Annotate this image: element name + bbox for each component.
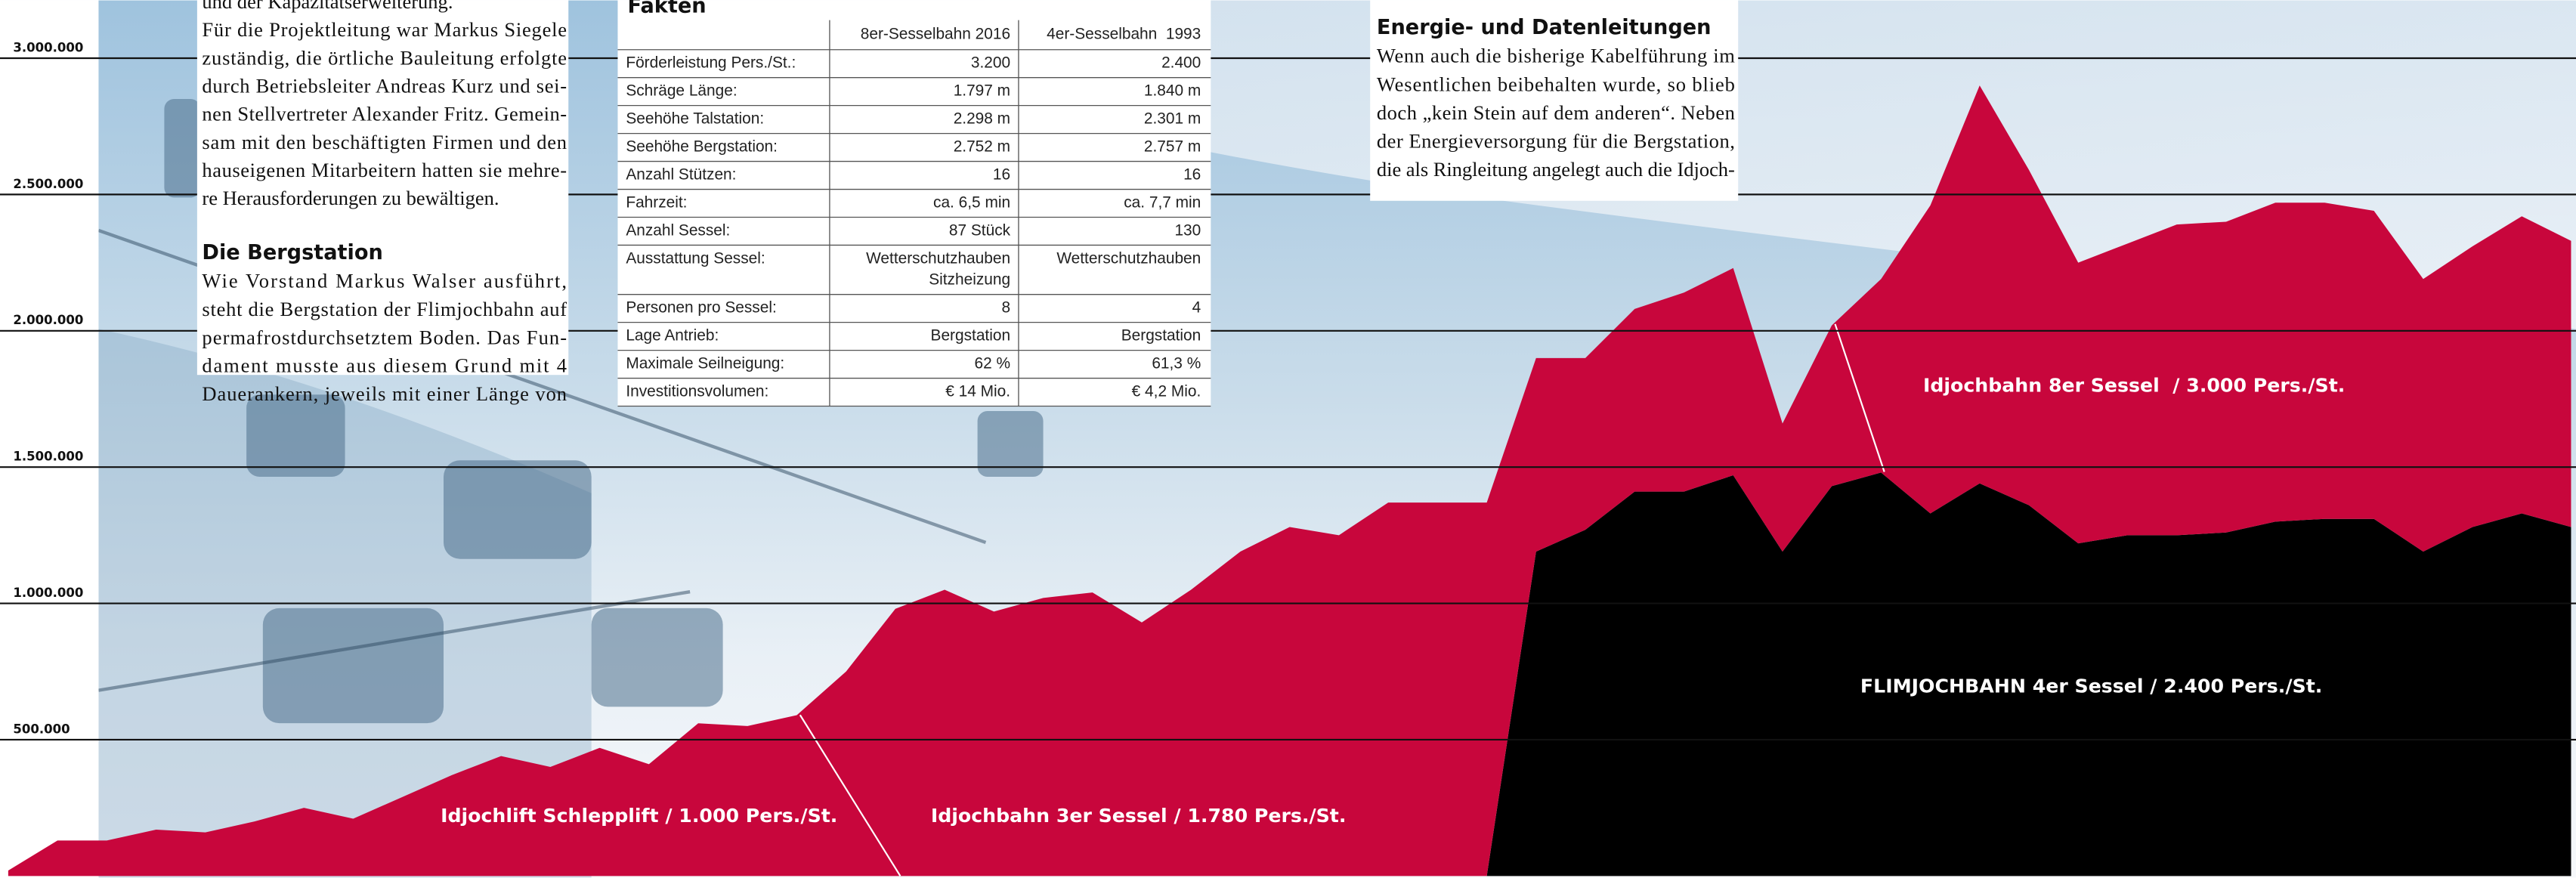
cell-value: 1.840 m: [1144, 82, 1201, 100]
cell-value: 61,3 %: [1152, 355, 1201, 373]
cell-value: 8: [1001, 299, 1010, 317]
text-line: nen Stellvertreter Alexander Fritz. Geme…: [202, 103, 567, 125]
cell-value: Wetterschutzhauben: [866, 249, 1010, 267]
text-line: sam mit den beschäftigten Firmen und den: [202, 131, 567, 153]
cell-value: 2.301 m: [1144, 110, 1201, 128]
y-tick-label: 1.500.000: [13, 450, 83, 464]
cell-value: 16: [1183, 166, 1201, 184]
row-label: Fahrzeit:: [626, 194, 687, 212]
row-label: Investitionsvolumen:: [626, 383, 768, 400]
table-header: 8er-Sesselbahn 2016: [861, 26, 1010, 43]
row-label: Lage Antrieb:: [626, 327, 719, 345]
period-label: Idjochbahn 3er Sessel / 1.780 Pers./St.: [931, 805, 1347, 827]
y-tick-label: 2.500.000: [13, 177, 83, 191]
period-label: Idjochlift Schlepplift / 1.000 Pers./St.: [441, 805, 837, 827]
y-tick-label: 2.000.000: [13, 313, 83, 327]
row-label: Seehöhe Bergstation:: [626, 138, 778, 156]
row-label: Personen pro Sessel:: [626, 299, 776, 317]
text-line: zuständig, die örtliche Bauleitung erfol…: [202, 46, 567, 69]
text-line: durch Betriebsleiter Andreas Kurz und se…: [202, 74, 567, 97]
text-line: Für die Projektleitung war Markus Siegel…: [202, 18, 567, 41]
text-line: die als Ringleitung angelegt auch die Id…: [1377, 158, 1735, 181]
cell-value: Wetterschutzhauben: [1056, 249, 1201, 267]
cell-value: ca. 6,5 min: [933, 194, 1010, 212]
page: {"left_column":{ "lines":["und der Kapaz…: [0, 0, 2576, 878]
cell-value: € 4,2 Mio.: [1132, 383, 1201, 400]
table-header: 4er-Sesselbahn 1993: [1047, 26, 1201, 43]
section-heading: Energie- und Datenleitungen: [1377, 16, 1712, 39]
cell-value: 2.752 m: [954, 138, 1010, 156]
row-label: Anzahl Stützen:: [626, 166, 736, 184]
text-line: der Energieversorgung für die Bergstatio…: [1377, 130, 1735, 153]
cell-value: 2.298 m: [954, 110, 1010, 128]
y-tick-label: 1.000.000: [13, 586, 83, 600]
row-label: Maximale Seilneigung:: [626, 355, 784, 373]
row-label: Schräge Länge:: [626, 82, 737, 100]
cell-value: Bergstation: [931, 327, 1011, 345]
row-label: Anzahl Sessel:: [626, 221, 730, 239]
cell-value: ca. 7,7 min: [1124, 194, 1201, 212]
y-tick-label: 3.000.000: [13, 40, 83, 54]
cell-value: 2.757 m: [1144, 138, 1201, 156]
text-line: Dauerankern, jeweils mit einer Länge von: [202, 382, 567, 405]
cell-value: 16: [993, 166, 1010, 184]
cell-value: 1.797 m: [954, 82, 1010, 100]
cell-value: 62 %: [975, 355, 1011, 373]
cell-value: 130: [1174, 221, 1201, 239]
cell-value: Bergstation: [1121, 327, 1201, 345]
text-line: steht die Bergstation der Flimjochbahn a…: [202, 298, 567, 320]
text-line: re Herausforderungen zu bewältigen.: [202, 187, 499, 209]
table-title: Fakten: [628, 0, 707, 18]
text-line: permafrostdurchsetztem Boden. Das Fun-: [202, 326, 567, 348]
text-line: und der Kapazitätserweiterung.: [202, 0, 453, 13]
text-line: Wesentlichen beibehalten wurde, so blieb: [1377, 73, 1735, 95]
row-label: Ausstattung Sessel:: [626, 249, 765, 267]
text-line: Wenn auch die bisherige Kabelführung im: [1377, 45, 1735, 67]
y-tick-label: 500.000: [13, 722, 70, 736]
row-label: Seehöhe Talstation:: [626, 110, 764, 128]
cell-value: 87 Stück: [949, 221, 1011, 239]
text-line: doch „kein Stein auf dem anderen“. Neben: [1377, 101, 1735, 124]
cell-value: 2.400: [1161, 54, 1201, 72]
cell-value: € 14 Mio.: [945, 383, 1010, 400]
period-label: FLIMJOCHBAHN 4er Sessel / 2.400 Pers./St…: [1860, 675, 2322, 697]
cell-value: 4: [1192, 299, 1201, 317]
section-heading: Die Bergstation: [202, 241, 382, 264]
cell-value: 3.200: [971, 54, 1010, 72]
cell-value: Sitzheizung: [929, 271, 1010, 289]
text-line: hauseigenen Mitarbeitern hatten sie mehr…: [202, 159, 567, 181]
magazine-page: 500.000 1.000.000 1.500.000 2.000.000 2.500.…: [0, 0, 2576, 878]
row-label: Förderleistung Pers./St.:: [626, 54, 796, 72]
period-label: Idjochbahn 8er Sessel / 3.000 Pers./St.: [1923, 374, 2345, 396]
